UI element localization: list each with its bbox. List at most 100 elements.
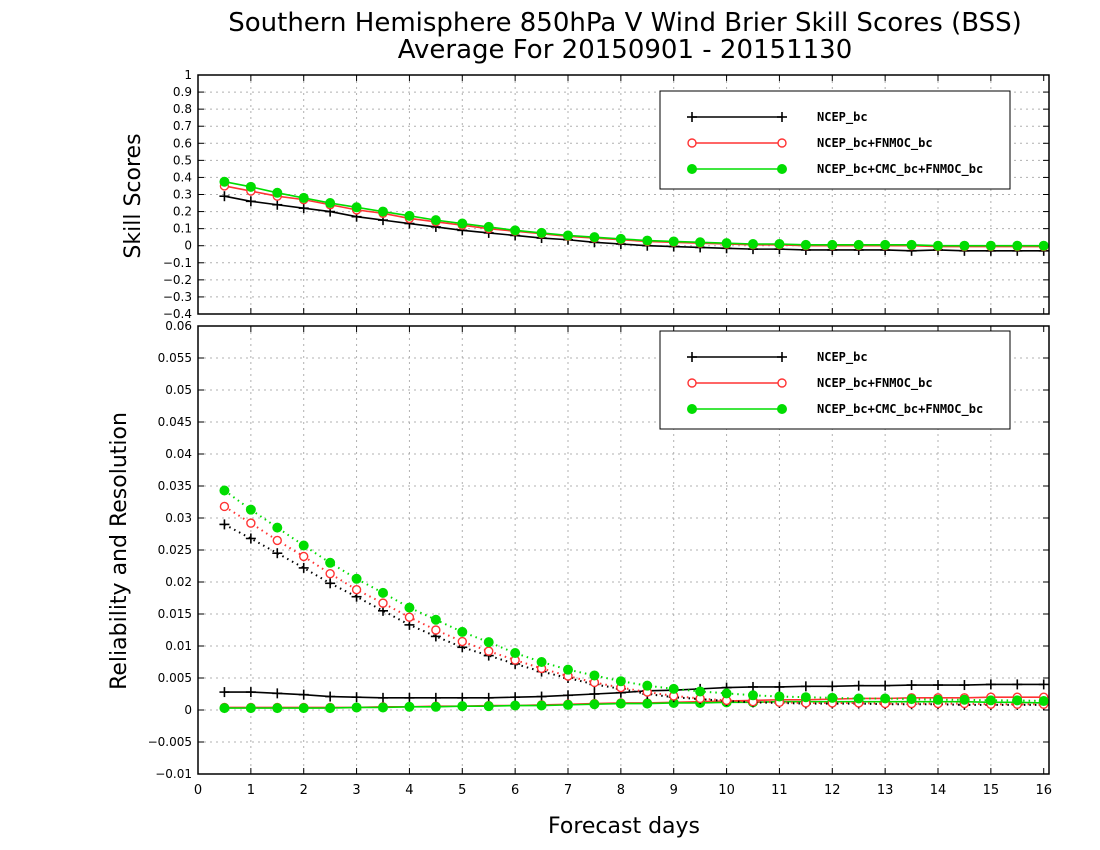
data-point [325, 198, 336, 209]
data-point [431, 625, 441, 635]
y-tick-label: 0.1 [173, 222, 192, 236]
legend-label: NCEP_bc+FNMOC_bc [817, 376, 933, 391]
data-point [484, 646, 494, 656]
y-tick-label: 0.8 [173, 102, 192, 116]
data-point [615, 676, 626, 687]
data-point [906, 694, 917, 705]
x-axis-label: Forecast days [548, 814, 700, 839]
x-tick-label: 1 [247, 783, 255, 798]
data-point [959, 240, 970, 251]
legend-marker-end [777, 404, 787, 414]
data-point [510, 700, 521, 711]
y-tick-label: 0.5 [173, 153, 192, 167]
data-point [827, 692, 838, 703]
data-point [563, 690, 573, 701]
legend-marker-start [687, 112, 697, 122]
data-point [378, 598, 388, 608]
chart-title: Southern Hemisphere 850hPa V Wind Brier … [228, 8, 1022, 38]
data-point [298, 562, 309, 573]
data-point [457, 626, 468, 637]
series-resolution-ncep-bc-cmc-bc-fnmoc-bc [219, 485, 1049, 707]
series-resolution-ncep-bc [219, 519, 1049, 710]
x-tick-label: 4 [405, 783, 413, 798]
data-point [642, 235, 653, 246]
data-point [985, 240, 996, 251]
legend-marker-start [687, 404, 697, 414]
data-point [272, 703, 283, 714]
data-point [245, 687, 256, 698]
data-point [1012, 679, 1023, 690]
y-tick-label: −0.01 [155, 767, 192, 781]
legend-entry: NCEP_bc [687, 110, 868, 125]
ylabel-skill-scores: Skill Scores [121, 133, 146, 258]
data-point [880, 239, 891, 250]
data-point [563, 699, 573, 710]
data-point [1038, 679, 1049, 690]
data-point [1038, 240, 1049, 251]
data-point [245, 504, 256, 515]
data-point [245, 703, 256, 714]
legend-marker-end [777, 164, 787, 174]
data-point [563, 664, 573, 675]
data-point [378, 692, 388, 703]
data-point [325, 557, 336, 568]
data-point [298, 540, 309, 551]
legend: NCEP_bc NCEP_bc+FNMOC_bc NCEP_bc+CMC_bc+FN… [659, 90, 1011, 190]
data-point [404, 612, 415, 622]
series-line [224, 195, 1044, 252]
data-point [272, 187, 283, 198]
data-point [933, 680, 943, 691]
data-point [245, 181, 256, 192]
legend-marker-start [687, 164, 697, 174]
legend-box [659, 330, 1011, 430]
data-point [272, 548, 283, 559]
data-point [536, 657, 547, 667]
y-tick-label: −0.005 [148, 735, 192, 749]
data-point [906, 680, 917, 691]
data-point [430, 701, 441, 712]
data-point [668, 236, 679, 247]
x-tick-label: 11 [771, 783, 788, 798]
y-tick-label: 0.4 [173, 170, 192, 184]
data-point [219, 703, 230, 714]
data-point [985, 679, 996, 690]
x-tick-label: 5 [458, 783, 466, 798]
data-point [430, 215, 441, 226]
data-point [325, 691, 336, 702]
data-point [378, 702, 388, 713]
data-point [536, 700, 547, 711]
data-point [589, 689, 600, 699]
data-point [748, 239, 758, 250]
data-point [483, 701, 494, 712]
y-tick-label: 0.6 [173, 136, 192, 150]
y-tick-label: −0.4 [163, 307, 192, 321]
data-point [642, 698, 653, 709]
y-tick-label: 0.015 [158, 607, 192, 621]
data-point [959, 694, 970, 705]
data-point [457, 218, 468, 229]
legend-entry: NCEP_bc+CMC_bc+FNMOC_bc [687, 162, 983, 177]
legend-marker-start [687, 352, 697, 362]
data-point [219, 501, 230, 512]
data-point [404, 692, 415, 703]
data-point [351, 584, 362, 595]
data-point [933, 694, 943, 705]
legend-marker-end [777, 112, 787, 122]
data-point [272, 688, 283, 699]
data-point [748, 690, 758, 701]
y-tick-label: 0.3 [173, 188, 192, 202]
x-tick-label: 9 [670, 783, 678, 798]
x-tick-label: 14 [930, 783, 947, 798]
y-tick-label: 0.03 [165, 511, 192, 525]
y-tick-label: 0.06 [165, 319, 192, 333]
data-point [483, 221, 494, 232]
data-point [985, 695, 996, 706]
data-point [298, 703, 309, 714]
data-point [246, 518, 256, 528]
y-tick-label: 0.04 [165, 447, 192, 461]
ylabel-reliability-resolution: Reliability and Resolution [107, 412, 132, 690]
legend-entry: NCEP_bc+FNMOC_bc [687, 376, 933, 391]
data-point [351, 573, 362, 584]
series-line [224, 180, 1044, 247]
